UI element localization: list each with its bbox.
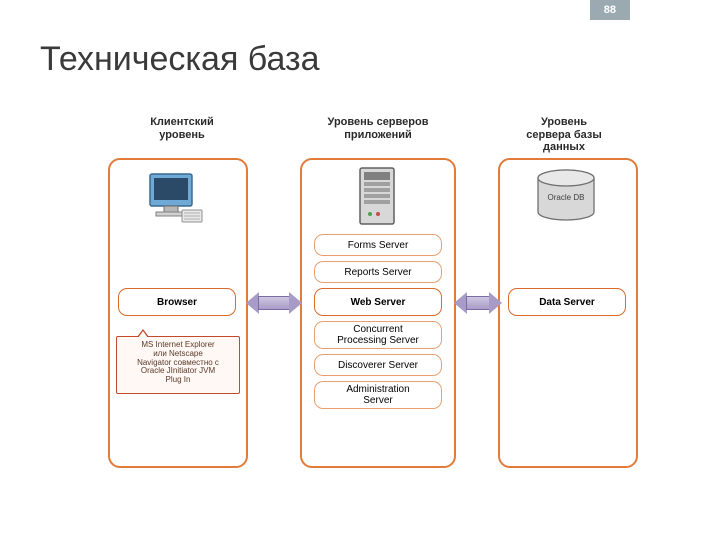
arrow-client-app — [246, 291, 302, 315]
component-browser: Browser — [118, 288, 236, 316]
component-reports: Reports Server — [314, 261, 442, 283]
tier-label-app: Уровень серверов приложений — [318, 116, 438, 141]
architecture-diagram: Клиентский уровень Уровень серверов прил… — [60, 110, 660, 490]
component-ccp: Concurrent Processing Server — [314, 321, 442, 349]
component-forms: Forms Server — [314, 234, 442, 256]
browser-callout: MS Internet Explorer или Netscape Naviga… — [116, 336, 240, 394]
component-disc: Discoverer Server — [314, 354, 442, 376]
svg-text:Oracle DB: Oracle DB — [548, 193, 585, 202]
page-number: 88 — [590, 0, 630, 20]
component-admin: Administration Server — [314, 381, 442, 409]
arrow-app-db — [454, 291, 502, 315]
page-title: Техническая база — [40, 40, 320, 79]
desktop-icon — [148, 172, 204, 231]
server-icon — [356, 166, 398, 233]
component-web: Web Server — [314, 288, 442, 316]
tier-label-db: Уровень сервера базы данных — [514, 116, 614, 154]
database-icon: Oracle DB — [534, 168, 598, 224]
component-dataserver: Data Server — [508, 288, 626, 316]
tier-label-client: Клиентский уровень — [142, 116, 222, 141]
